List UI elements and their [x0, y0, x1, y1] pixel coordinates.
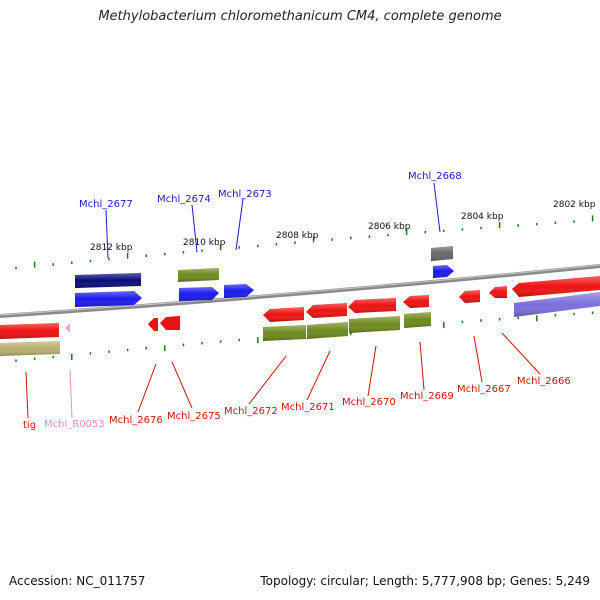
gene-label-mchl-2673[interactable]: Mchl_2673: [218, 189, 272, 200]
genome-stats-label: Topology: circular; Length: 5,777,908 bp…: [260, 574, 590, 588]
scale-label: 2810 kbp: [183, 238, 226, 248]
gene-label-mchl-2667[interactable]: Mchl_2667: [457, 384, 511, 395]
gene-label-mchl-2666[interactable]: Mchl_2666: [517, 376, 571, 387]
gene-label-mchl-r0053[interactable]: Mchl_R0053: [44, 419, 105, 430]
scale-label: 2806 kbp: [368, 222, 411, 232]
gene-label-mchl-2668[interactable]: Mchl_2668: [408, 171, 462, 182]
upper-leader-lines: [105, 182, 441, 259]
gene-label-tig[interactable]: tig: [23, 420, 36, 431]
gene-mchl-2675[interactable]: [160, 316, 180, 330]
gene-label-mchl-2677[interactable]: Mchl_2677: [79, 199, 133, 210]
genome-backbone: [0, 264, 600, 318]
gene-mchl-2676[interactable]: [148, 318, 158, 331]
gene-shading: [0, 246, 600, 356]
scale-label: 2804 kbp: [461, 212, 504, 222]
accession-label: Accession: NC_011757: [9, 574, 146, 588]
scale-label: 2808 kbp: [276, 231, 319, 241]
gene-label-mchl-2674[interactable]: Mchl_2674: [157, 194, 211, 205]
gene-label-mchl-2669[interactable]: Mchl_2669: [400, 391, 454, 402]
gene-label-mchl-2676[interactable]: Mchl_2676: [109, 415, 163, 426]
scale-label: 2802 kbp: [553, 200, 596, 210]
gene-label-mchl-2675[interactable]: Mchl_2675: [167, 411, 221, 422]
gene-label-mchl-2670[interactable]: Mchl_2670: [342, 397, 396, 408]
gene-label-mchl-2671[interactable]: Mchl_2671: [281, 402, 335, 413]
lower-leader-lines: [25, 332, 541, 419]
rna-leader-line: [69, 369, 73, 419]
scale-label: 2812 kbp: [90, 243, 133, 253]
figure-title: Methylobacterium chloromethanicum CM4, c…: [98, 9, 502, 24]
gene-label-mchl-2672[interactable]: Mchl_2672: [224, 406, 278, 417]
upper-scale-ticks: [15, 215, 594, 270]
gene-mchl-r0053[interactable]: [65, 323, 70, 333]
